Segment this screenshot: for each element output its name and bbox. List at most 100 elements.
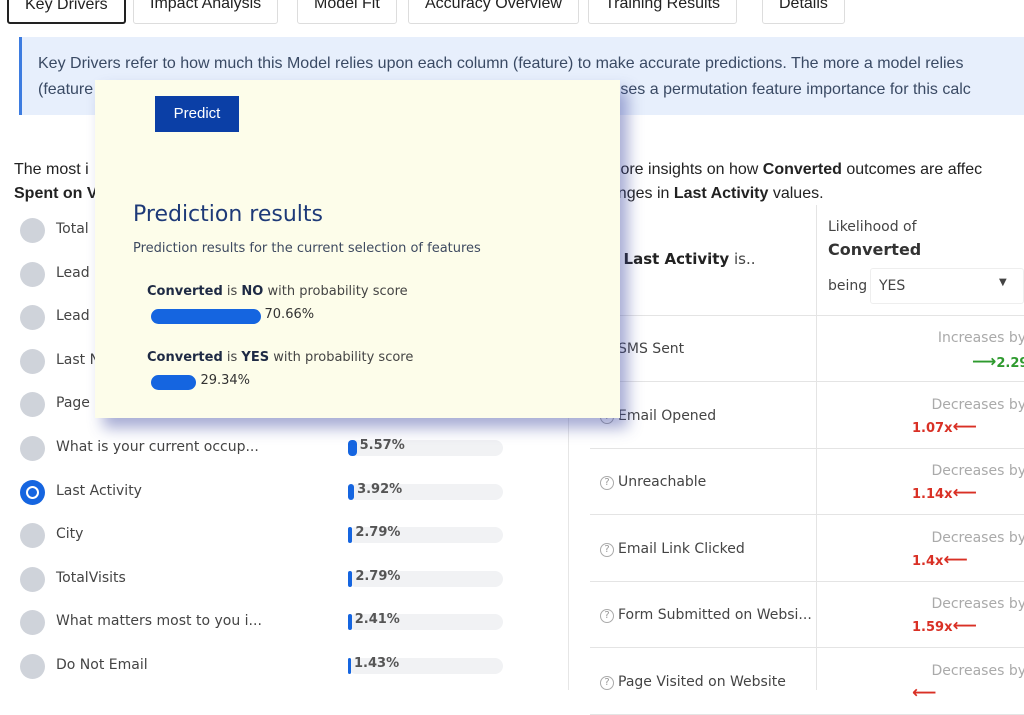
feature-name: What matters most to you i... (56, 613, 262, 630)
feature-name: Last Activity (56, 482, 142, 499)
info-text: (feature (38, 81, 94, 98)
feature-item[interactable]: Page (20, 392, 560, 418)
value-label: ? Page Visited on Website (600, 674, 786, 690)
intro-left: The most i Spent on V (14, 158, 98, 206)
radio-button[interactable] (20, 261, 45, 287)
intro-right: xplore insights on how Converted outcome… (600, 158, 982, 206)
feature-item[interactable]: Last N (20, 348, 560, 375)
probability-bar (151, 375, 197, 390)
feature-item[interactable]: What matters most to you i... 2.41% (20, 610, 560, 636)
feature-item[interactable]: Last Activity 3.92% (20, 479, 560, 506)
feature-name: Page (56, 395, 90, 412)
importance-fill (348, 570, 353, 587)
outcome-select[interactable]: YES ▼ (870, 268, 1024, 304)
effect-label: Increases by (937, 330, 1024, 346)
radio-button[interactable] (20, 305, 45, 331)
probability-value: 70.66% (264, 307, 315, 322)
feature-item[interactable]: Do Not Email 1.43% (20, 654, 560, 680)
radio-button[interactable] (20, 479, 45, 505)
radio-button[interactable] (20, 436, 45, 461)
multiplier: 1.59x⟵ (912, 616, 977, 636)
importance-bar (348, 658, 503, 674)
importance-bar (348, 614, 503, 631)
multiplier: ⟶2.29 (972, 352, 1024, 372)
feature-item[interactable]: City 2.79% (20, 523, 560, 549)
popup-subtitle: Prediction results for the current selec… (133, 241, 481, 256)
value-label: ? Form Submitted on Websi... (600, 607, 812, 623)
help-icon[interactable]: ? (600, 542, 614, 557)
info-line: (feature e uses a permutation feature imp… (38, 77, 1013, 103)
radio-button[interactable] (20, 392, 45, 418)
column-divider (816, 205, 817, 690)
help-icon[interactable]: ? (600, 609, 614, 623)
impact-row: ? Form Submitted on Websi... Decreases by 1… (590, 582, 1024, 648)
importance-fill (348, 658, 351, 674)
prediction-label: Converted is YES with probability score (147, 350, 414, 365)
impact-row: ? Unreachable Decreases by 1.14x⟵ (590, 449, 1024, 515)
radio-button[interactable] (20, 218, 45, 243)
feature-item[interactable]: Total (20, 218, 560, 244)
info-line: Key Drivers refer to how much this Model… (38, 55, 964, 72)
radio-button[interactable] (20, 654, 45, 679)
importance-bar (348, 570, 503, 587)
importance-value: 2.41% (354, 612, 400, 628)
importance-value: 2.79% (355, 568, 401, 584)
intro-text: outcomes are affec (841, 161, 983, 178)
impact-row: ? Page Visited on Website Decreases by ⟵ (590, 649, 1024, 715)
effect-label: Decreases by (931, 596, 1024, 612)
intro-feature: Last Activity (673, 185, 769, 202)
arrow-right-icon: ⟶ (972, 352, 997, 372)
intro-target: Converted (762, 161, 842, 178)
being-label: being (828, 278, 868, 294)
arrow-left-icon: ⟵ (952, 616, 977, 636)
tab-training-results[interactable]: Training Results (588, 0, 738, 24)
feature-name: Total (56, 221, 89, 237)
tab-key-drivers[interactable]: Key Drivers (7, 0, 126, 24)
feature-item[interactable]: TotalVisits 2.79% (20, 566, 560, 593)
intro-text: Spent on V (14, 185, 98, 202)
radio-button[interactable] (20, 523, 45, 549)
importance-bar (348, 440, 503, 456)
feature-name: City (56, 526, 84, 543)
importance-bar (348, 483, 503, 500)
multiplier: 1.14x⟵ (912, 483, 977, 503)
prediction-popup: Predict Prediction results Prediction re… (95, 80, 620, 418)
help-icon[interactable]: ? (600, 675, 614, 690)
arrow-left-icon: ⟵ (943, 549, 968, 570)
importance-value: 3.92% (357, 481, 403, 497)
multiplier: ⟵ (912, 683, 936, 703)
popup-title: Prediction results (133, 202, 323, 227)
predict-button[interactable]: Predict (155, 96, 239, 132)
effect-label: Decreases by (931, 662, 1024, 679)
effect-label: Decreases by (931, 396, 1024, 413)
impact-row: ? Email Link Clicked Decreases by 1.4x⟵ (590, 516, 1024, 582)
tab-details[interactable]: Details (762, 0, 845, 24)
when-label: en Last Activity is.. (600, 250, 756, 268)
radio-button[interactable] (20, 610, 45, 636)
radio-button[interactable] (20, 566, 45, 592)
divider (568, 210, 569, 690)
impact-header: en Last Activity is.. Likelihood of Conv… (590, 205, 1024, 316)
arrow-left-icon: ⟵ (952, 416, 977, 437)
effect-label: Decreases by (931, 529, 1024, 546)
help-icon[interactable]: ? (600, 476, 614, 490)
radio-button[interactable] (20, 348, 45, 374)
tab-impact-analysis[interactable]: Impact Analysis (133, 0, 279, 24)
intro-text: values. (768, 185, 824, 202)
likelihood-label: Likelihood of (828, 219, 917, 235)
tab-model-fit[interactable]: Model Fit (297, 0, 397, 24)
probability-bar (151, 309, 261, 324)
feature-item[interactable]: What is your current occup... 5.57% (20, 436, 560, 462)
prediction-label: Converted is NO with probability score (147, 284, 408, 299)
importance-fill (348, 440, 357, 456)
info-text: e uses a permutation feature importance … (598, 81, 971, 98)
feature-item[interactable]: Lead (20, 305, 560, 331)
feature-item[interactable]: Lead (20, 261, 560, 288)
target-label: Converted (828, 240, 922, 259)
value-label: ? Email Link Clicked (600, 541, 745, 557)
intro-text: xplore insights on how (600, 161, 763, 178)
tab-accuracy-overview[interactable]: Accuracy Overview (408, 0, 579, 24)
arrow-left-icon: ⟵ (912, 682, 937, 703)
importance-value: 1.43% (354, 656, 400, 671)
